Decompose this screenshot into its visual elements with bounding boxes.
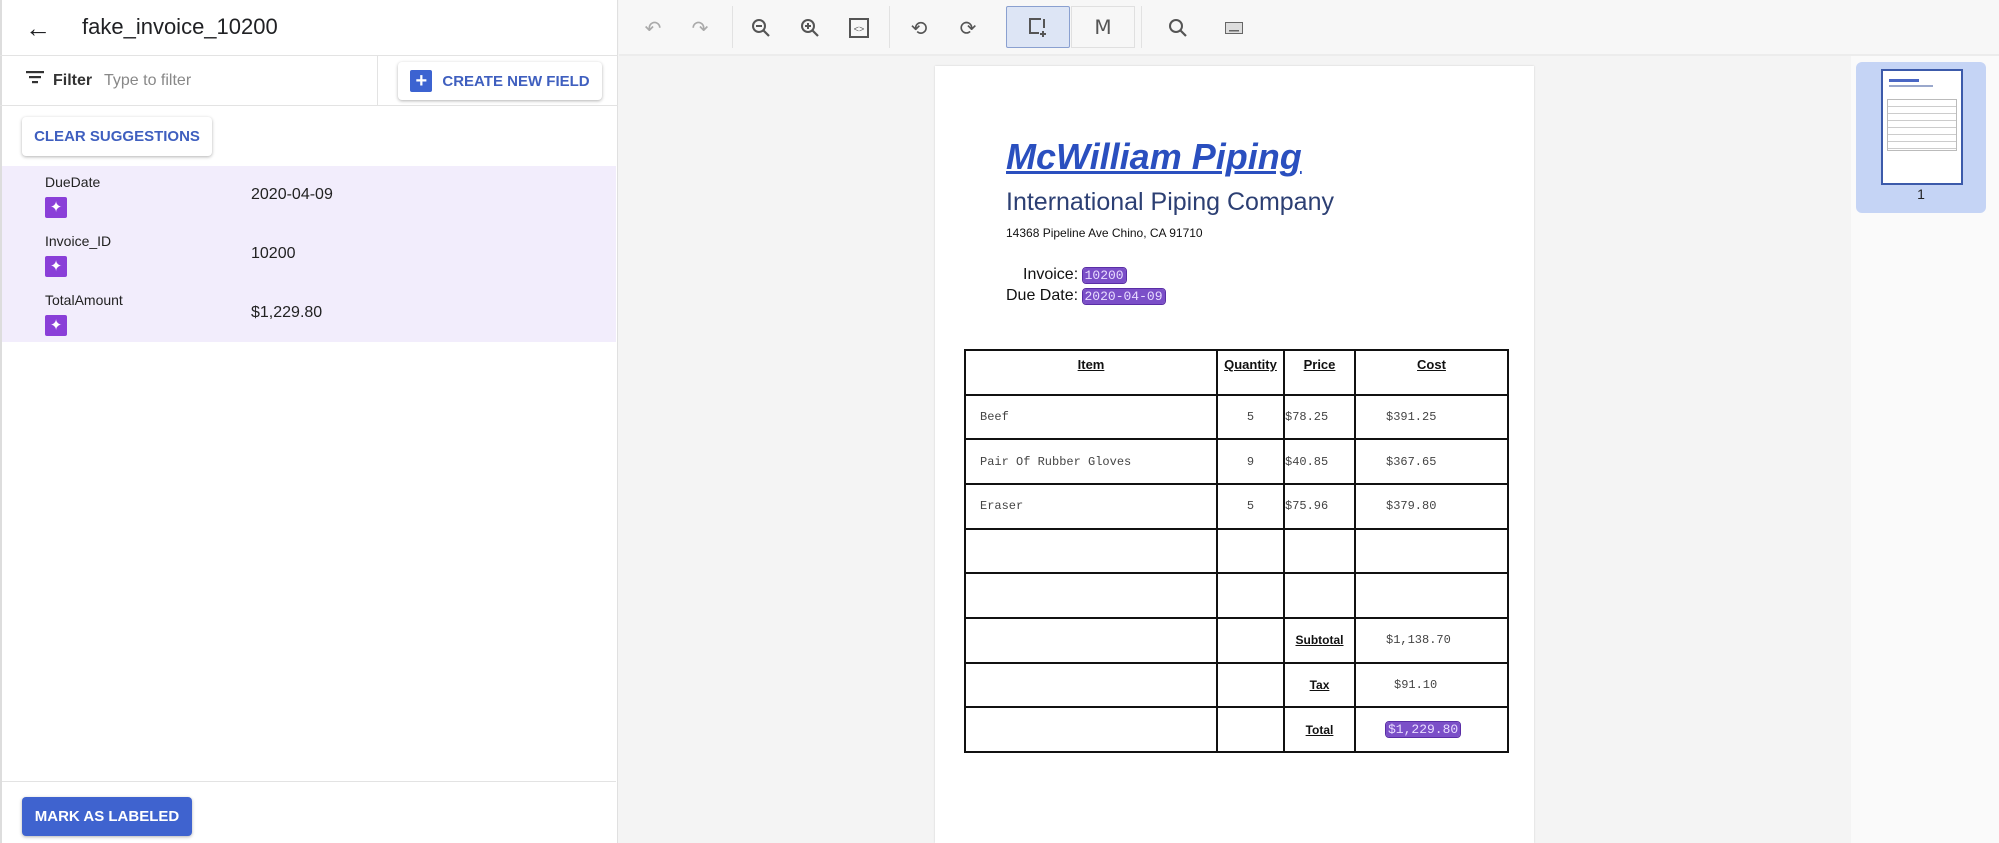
viewer-toolbar: ↶ ↷ <> ⟲ ⟳ Ⅿ	[619, 0, 1999, 56]
panel-header	[0, 0, 618, 56]
header-cell: Quantity	[1216, 349, 1285, 396]
price-cell: $75.96	[1283, 482, 1356, 530]
tax-value: $91.10	[1354, 661, 1509, 709]
price-cell: $78.25	[1283, 393, 1356, 441]
field-name: TotalAmount	[45, 292, 123, 308]
company-address: 14368 Pipeline Ave Chino, CA 91710	[1006, 226, 1203, 240]
redo-icon[interactable]: ↷	[691, 17, 709, 40]
sparkle-icon: ✦	[45, 256, 67, 277]
mark-as-labeled-button[interactable]: MARK AS LABELED	[22, 797, 192, 836]
text-select-icon: Ⅿ	[1094, 16, 1112, 39]
cost-cell: $391.25	[1354, 393, 1509, 441]
due-date-highlight[interactable]: 2020-04-09	[1081, 288, 1166, 305]
bounding-box-icon	[1029, 18, 1046, 37]
plus-icon: +	[410, 70, 433, 92]
clear-suggestions-button[interactable]: CLEAR SUGGESTIONS	[22, 117, 212, 156]
sparkle-icon: ✦	[45, 315, 67, 336]
divider	[1141, 6, 1142, 48]
cost-cell: $379.80	[1354, 482, 1509, 530]
invoice-line: Invoice: 10200	[1023, 266, 1127, 284]
bounding-box-tool[interactable]	[1006, 6, 1070, 48]
field-value: $1,229.80	[251, 304, 323, 321]
header-cell: Price	[1283, 349, 1356, 396]
divider	[2, 781, 616, 782]
rotate-right-icon[interactable]: ⟳	[959, 17, 977, 40]
cost-cell: $367.65	[1354, 438, 1509, 485]
rotate-left-icon[interactable]: ⟲	[910, 17, 928, 40]
quantity-cell: 9	[1216, 438, 1285, 485]
field-row-totalamount[interactable]: TotalAmount ✦ $1,229.80	[2, 284, 616, 343]
table-row-empty	[964, 572, 1509, 619]
field-value: 10200	[251, 245, 296, 262]
zoom-out-icon[interactable]	[744, 12, 778, 44]
search-icon[interactable]	[1161, 12, 1195, 44]
subtotal-label: Subtotal	[1283, 616, 1356, 664]
quantity-cell: 5	[1216, 482, 1285, 530]
undo-icon[interactable]: ↶	[644, 17, 662, 40]
due-date-line: Due Date: 2020-04-09	[1006, 287, 1166, 305]
divider	[732, 6, 733, 48]
document-title: fake_invoice_10200	[82, 14, 278, 39]
tax-row: Tax $91.10	[964, 661, 1509, 709]
item-cell: Pair Of Rubber Gloves	[964, 438, 1218, 485]
total-label: Total	[1283, 706, 1356, 753]
field-row-duedate[interactable]: DueDate ✦ 2020-04-09	[2, 166, 616, 225]
total-row: Total $1,229.80	[964, 706, 1509, 753]
header-cell: Item	[964, 349, 1218, 396]
item-cell: Eraser	[964, 482, 1218, 530]
zoom-in-icon[interactable]	[793, 12, 827, 44]
total-amount-highlight[interactable]: $1,229.80	[1384, 721, 1462, 739]
keyboard-icon[interactable]	[1217, 12, 1251, 44]
create-new-field-button[interactable]: + CREATE NEW FIELD	[398, 62, 602, 100]
field-value: 2020-04-09	[251, 186, 333, 203]
table-row-empty	[964, 527, 1509, 575]
company-subtitle: International Piping Company	[1006, 188, 1334, 216]
field-list: DueDate ✦ 2020-04-09 Invoice_ID ✦ 10200 …	[2, 166, 616, 342]
header-cell: Cost	[1354, 349, 1509, 396]
price-cell: $40.85	[1283, 438, 1356, 485]
item-cell: Beef	[964, 393, 1218, 441]
table-row: Eraser 5 $75.96 $379.80	[964, 482, 1509, 530]
subtotal-value: $1,138.70	[1354, 616, 1509, 664]
sparkle-icon: ✦	[45, 197, 67, 218]
invoice-id-highlight[interactable]: 10200	[1081, 267, 1127, 284]
back-button[interactable]: ←	[25, 13, 51, 43]
table-row: Pair Of Rubber Gloves 9 $40.85 $367.65	[964, 438, 1509, 485]
filter-input[interactable]	[104, 66, 364, 96]
field-row-invoice-id[interactable]: Invoice_ID ✦ 10200	[2, 225, 616, 284]
fit-width-icon[interactable]: <>	[842, 12, 876, 44]
filter-label: Filter	[53, 72, 93, 89]
thumbnail-image[interactable]	[1881, 69, 1963, 185]
invoice-table: Item Quantity Price Cost Beef 5 $78.25 $…	[964, 349, 1509, 753]
quantity-cell: 5	[1216, 393, 1285, 441]
divider	[377, 56, 378, 106]
filter-row	[0, 56, 618, 106]
field-name: Invoice_ID	[45, 233, 112, 249]
table-header-row: Item Quantity Price Cost	[964, 349, 1509, 396]
table-row: Beef 5 $78.25 $391.25	[964, 393, 1509, 441]
text-select-tool[interactable]: Ⅿ	[1071, 6, 1135, 48]
divider	[889, 6, 890, 48]
page-number: 1	[1917, 186, 1925, 202]
svg-text:<>: <>	[854, 24, 865, 34]
field-name: DueDate	[45, 174, 101, 190]
tax-label: Tax	[1283, 661, 1356, 709]
company-name: McWilliam Piping	[1006, 136, 1302, 177]
filter-icon	[26, 71, 44, 84]
subtotal-row: Subtotal $1,138.70	[964, 616, 1509, 664]
